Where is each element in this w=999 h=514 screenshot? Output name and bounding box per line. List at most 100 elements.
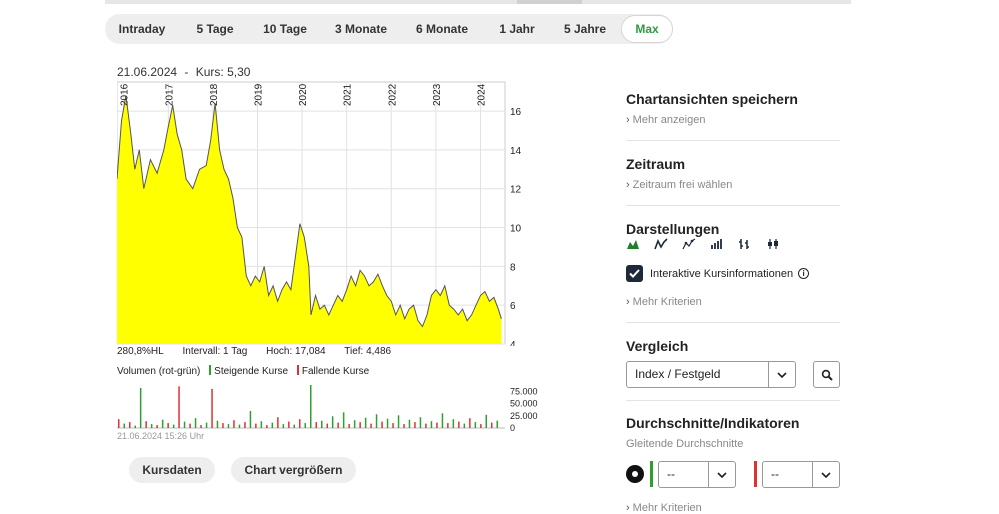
save-views-more-link[interactable]: › Mehr anzeigen xyxy=(626,114,840,126)
tab-5-tage[interactable]: 5 Tage xyxy=(196,22,234,36)
info-icon[interactable]: i xyxy=(798,268,810,279)
stat-high: Hoch: 17,084 xyxy=(266,346,326,357)
ma2-select[interactable]: -- xyxy=(762,461,840,488)
tab-10-tage[interactable]: 10 Tage xyxy=(263,22,307,36)
stat-low: Tief: 4,486 xyxy=(344,346,392,357)
chevron-down-icon xyxy=(812,462,839,487)
volume-bar xyxy=(244,422,246,428)
tab-5-jahre[interactable]: 5 Jahre xyxy=(563,22,607,36)
volume-bar xyxy=(326,423,328,428)
price-chart[interactable]: 4 6 8 10 12 14 16 2016 2017 2018 2019 2020 2021 2022 2… xyxy=(117,80,547,346)
save-views-title: Chartansichten speichern xyxy=(626,91,798,107)
volume-bar xyxy=(255,423,257,428)
indicators-more-label: Mehr Kriterien xyxy=(632,502,702,514)
display-more-link[interactable]: › Mehr Kriterien xyxy=(626,296,840,308)
ohlc-chart-icon[interactable] xyxy=(738,238,752,250)
volume-bar xyxy=(266,425,268,428)
stat-interval: Intervall: 1 Tag xyxy=(182,346,248,357)
top-divider xyxy=(105,0,851,4)
candlestick-chart-icon[interactable] xyxy=(766,238,780,250)
volume-bar xyxy=(337,422,339,428)
volume-bar xyxy=(150,424,153,428)
tab-6-monate[interactable]: 6 Monate xyxy=(415,22,468,36)
tab-intraday[interactable]: Intraday xyxy=(118,22,166,36)
ma1-select[interactable]: -- xyxy=(658,461,736,488)
save-views-section: Chartansichten speichern › Mehr anzeigen xyxy=(626,91,840,126)
compare-section: Vergleich xyxy=(626,338,840,354)
volume-bar xyxy=(353,420,356,428)
volume-bar xyxy=(222,423,224,428)
chevron-right-icon: › xyxy=(626,114,630,126)
tab-max[interactable]: Max xyxy=(621,15,673,43)
display-section: Darstellungen xyxy=(626,221,840,237)
volume-bar xyxy=(331,416,334,428)
volume-bar xyxy=(364,417,367,428)
volume-bar xyxy=(430,421,433,428)
y-tick-label: 8 xyxy=(510,262,516,273)
divider xyxy=(626,140,840,141)
volume-bar xyxy=(134,425,136,428)
up-color-swatch xyxy=(209,365,212,375)
price-area-fill xyxy=(117,95,502,344)
volume-bar xyxy=(216,420,219,428)
tab-1-jahr[interactable]: 1 Jahr xyxy=(499,22,535,36)
x-tick-label: 2021 xyxy=(343,83,354,106)
period-title: Zeitraum xyxy=(626,156,686,172)
volume-bar xyxy=(123,423,125,428)
volume-bar xyxy=(205,422,208,428)
divider xyxy=(626,322,840,323)
compare-select[interactable]: Index / Festgeld xyxy=(626,361,796,388)
tab-3-monate[interactable]: 3 Monate xyxy=(334,22,387,36)
y-tick-label: 12 xyxy=(510,185,522,196)
interactive-info-row: Interaktive Kursinformationen i xyxy=(626,265,810,282)
interactive-info-checkbox[interactable] xyxy=(626,265,643,282)
enlarge-chart-button[interactable]: Chart vergrößern xyxy=(231,457,356,483)
kursdaten-button[interactable]: Kursdaten xyxy=(129,457,215,483)
volume-bar xyxy=(145,421,147,428)
indicators-section: Durchschnitte/Indikatoren Gleitende Durc… xyxy=(626,415,840,450)
volume-bar xyxy=(178,386,180,428)
volume-bar xyxy=(447,423,449,428)
volume-bar xyxy=(491,422,493,428)
x-tick-label: 2018 xyxy=(209,83,220,106)
volume-bar xyxy=(375,414,378,428)
volume-legend: Volumen (rot-grün) Steigende Kurse Falle… xyxy=(117,365,369,377)
volume-bar xyxy=(172,424,175,428)
volume-bar xyxy=(293,424,295,428)
ma2-color-indicator xyxy=(754,461,757,487)
line-chart-icon[interactable] xyxy=(654,238,668,250)
volume-down-label: Fallende Kurse xyxy=(301,366,370,377)
volume-bar xyxy=(129,422,131,428)
volume-bar xyxy=(441,413,444,428)
volume-up-label: Steigende Kurse xyxy=(214,366,289,377)
volume-bar xyxy=(304,423,306,428)
down-color-swatch xyxy=(296,365,299,375)
moving-average-radio[interactable] xyxy=(626,465,644,483)
period-more-link[interactable]: › Zeitraum frei wählen xyxy=(626,179,840,191)
volume-bar xyxy=(260,421,263,428)
compare-search-button[interactable] xyxy=(813,361,840,388)
volume-bar xyxy=(200,425,202,428)
volume-bar xyxy=(425,423,427,428)
search-icon xyxy=(821,369,833,381)
chevron-down-icon xyxy=(768,362,795,387)
indicators-more-link[interactable]: › Mehr Kriterien xyxy=(626,502,840,514)
chart-date: 21.06.2024 xyxy=(117,65,178,79)
interactive-info-label: Interaktive Kursinformationen xyxy=(650,267,794,280)
x-tick-label: 2022 xyxy=(387,83,398,106)
y-tick-label: 10 xyxy=(510,224,522,235)
mountain-chart-icon[interactable] xyxy=(626,238,640,250)
display-more: › Mehr Kriterien xyxy=(626,289,840,308)
line-dots-chart-icon[interactable] xyxy=(682,238,696,250)
bar-chart-icon[interactable] xyxy=(710,238,724,250)
volume-bar xyxy=(485,414,487,428)
volume-bar xyxy=(370,423,372,428)
volume-bar xyxy=(189,423,191,428)
x-tick-label: 2016 xyxy=(120,83,131,106)
x-tick-label: 2023 xyxy=(432,83,443,106)
volume-bar xyxy=(282,424,285,428)
chevron-right-icon: › xyxy=(626,296,630,308)
x-tick-label: 2020 xyxy=(298,83,309,106)
volume-bar xyxy=(167,423,169,428)
chart-stats: 280,8%HL Intervall: 1 Tag Hoch: 17,084 T… xyxy=(117,346,407,357)
